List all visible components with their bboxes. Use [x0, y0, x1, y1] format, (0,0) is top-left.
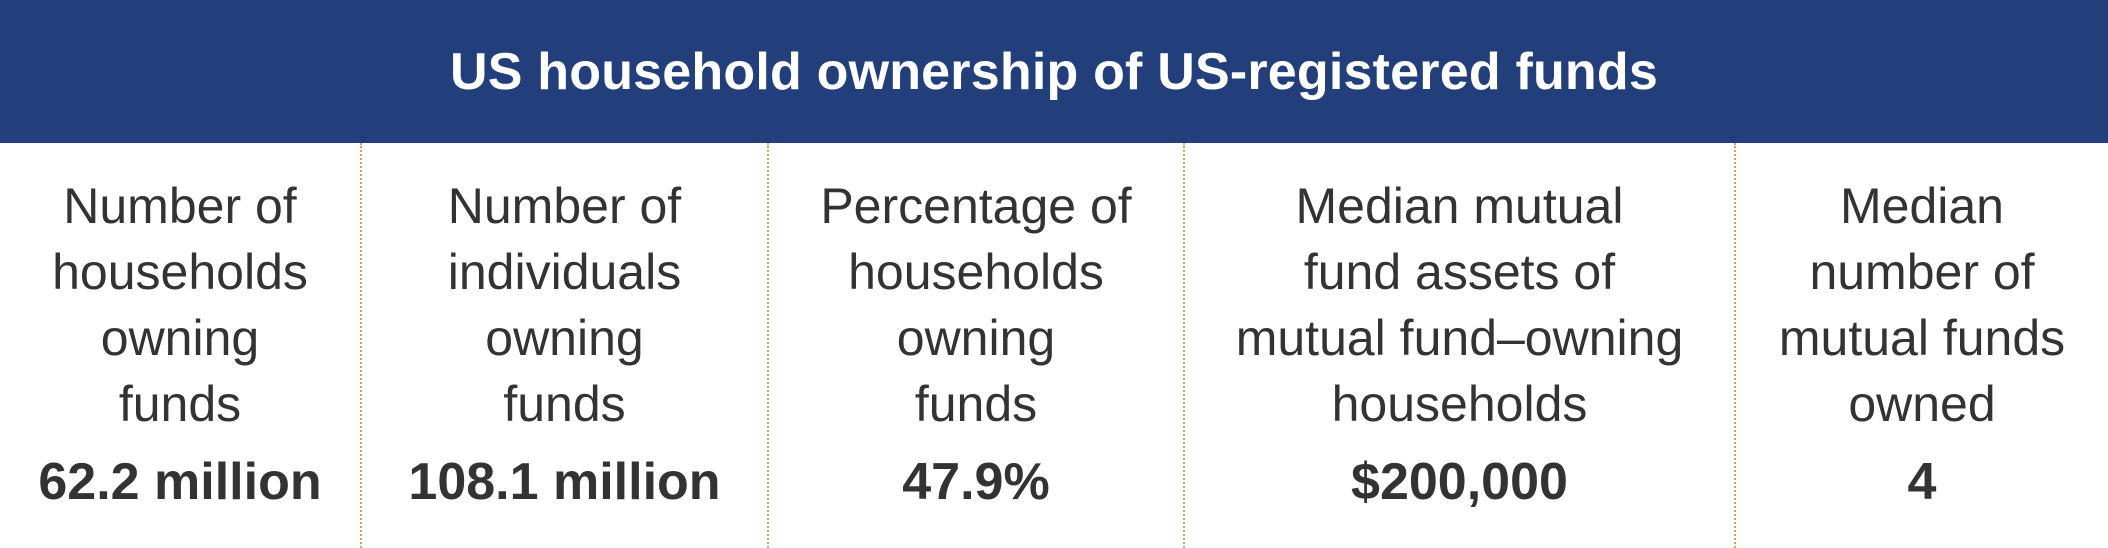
stat-households-owning-funds: Number of households owning funds 62.2 m… — [0, 143, 360, 548]
stat-value: $200,000 — [1351, 453, 1568, 511]
stat-label: Median number of mutual funds owned — [1778, 178, 2066, 432]
stat-label: Number of individuals owning funds — [447, 178, 682, 432]
stat-median-number-mutual-funds: Median number of mutual funds owned 4 — [1734, 143, 2108, 548]
stat-median-mutual-fund-assets: Median mutual fund assets of mutual fund… — [1183, 143, 1734, 548]
title-banner: US household ownership of US-registered … — [0, 0, 2108, 143]
stat-label: Median mutual fund assets of mutual fund… — [1235, 178, 1684, 432]
stat-individuals-owning-funds: Number of individuals owning funds 108.1… — [360, 143, 767, 548]
stat-label: Percentage of households owning funds — [820, 178, 1132, 432]
stat-value: 62.2 million — [38, 453, 322, 511]
stat-value: 47.9% — [902, 453, 1050, 511]
stat-label: Number of households owning funds — [52, 178, 308, 432]
page-title: US household ownership of US-registered … — [450, 42, 1658, 101]
stat-percentage-households-owning-funds: Percentage of households owning funds 47… — [767, 143, 1183, 548]
stat-value: 4 — [1907, 453, 1937, 511]
stat-value: 108.1 million — [408, 453, 721, 511]
stats-row: Number of households owning funds 62.2 m… — [0, 143, 2108, 548]
